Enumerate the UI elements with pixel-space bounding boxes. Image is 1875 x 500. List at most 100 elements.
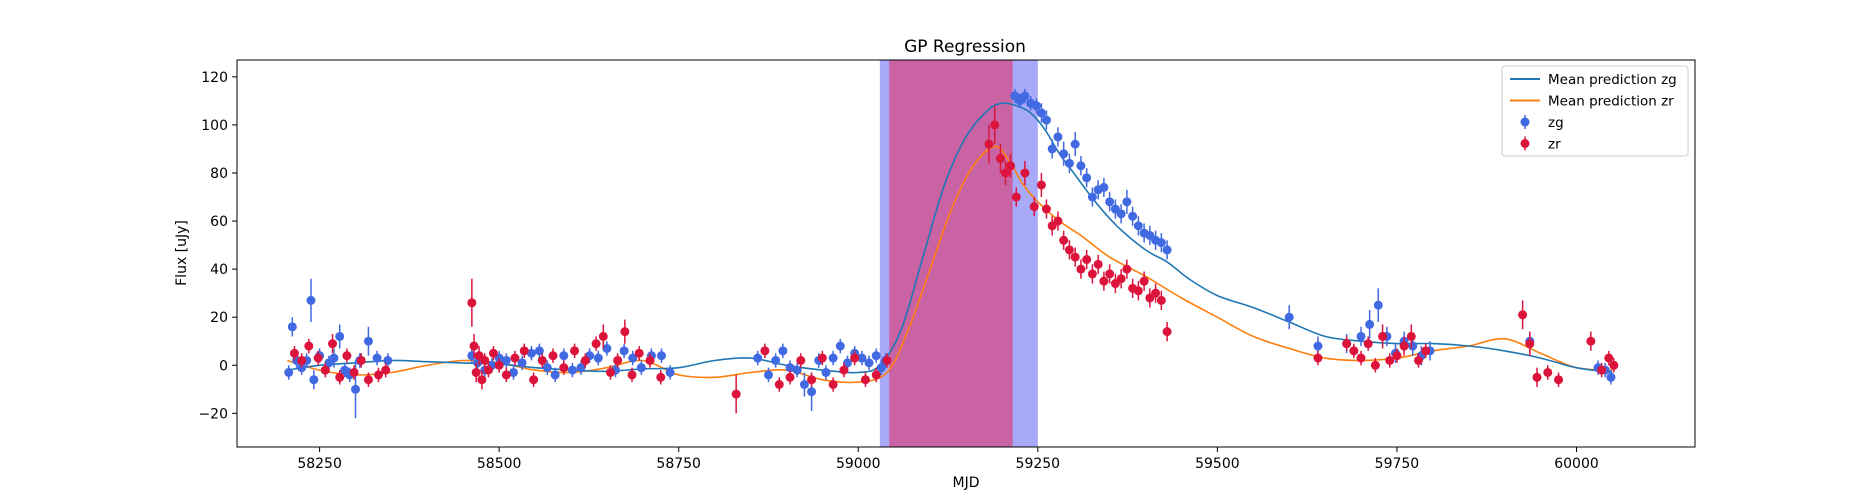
zr-point	[828, 380, 838, 390]
x-tick-label: 58750	[656, 456, 701, 472]
zr-point	[471, 367, 481, 377]
zg-point	[1099, 182, 1109, 192]
legend-item-mean-prediction-zr: Mean prediction zr	[1510, 94, 1674, 110]
x-tick-label: 60000	[1554, 456, 1599, 472]
zg-point	[372, 353, 382, 363]
zr-point	[1597, 365, 1607, 375]
zr-point	[570, 346, 580, 356]
x-tick-label: 59000	[836, 456, 881, 472]
zr-point	[1392, 351, 1402, 361]
zg-point	[287, 322, 297, 332]
zr-point	[591, 339, 601, 349]
zg-point	[876, 363, 886, 373]
zr-point	[1609, 360, 1619, 370]
y-axis-ticks: −20 0 20 40 60 80 100 120	[198, 70, 237, 422]
zr-point	[774, 380, 784, 390]
zr-point	[477, 375, 487, 385]
zg-point	[1116, 209, 1126, 219]
zr-point	[860, 375, 870, 385]
zg-point	[329, 353, 339, 363]
zg-point	[550, 370, 560, 380]
zr-point	[342, 351, 352, 361]
zr-point	[1554, 375, 1564, 385]
zg-point	[1606, 372, 1616, 382]
zr-point	[1006, 161, 1016, 171]
zr-point	[882, 355, 892, 365]
zg-point	[636, 363, 646, 373]
plot-area-frame	[236, 59, 1696, 448]
legend-label: Mean prediction zr	[1548, 94, 1674, 110]
zr-point	[839, 365, 849, 375]
zr-point	[548, 351, 558, 361]
zr-point	[807, 375, 817, 385]
zr-point	[356, 355, 366, 365]
zr-point	[289, 348, 299, 358]
zg-point	[309, 375, 319, 385]
y-tick-label: 20	[210, 310, 228, 326]
zr-point	[1133, 286, 1143, 296]
zr-point	[488, 348, 498, 358]
zg-point	[517, 358, 527, 368]
legend-label: Mean prediction zg	[1548, 72, 1677, 88]
zg-point	[857, 353, 867, 363]
zr-point	[1349, 346, 1359, 356]
zr-point	[1064, 245, 1074, 255]
zr-point	[1370, 360, 1380, 370]
zg-point	[1082, 173, 1092, 183]
zr-point	[335, 372, 345, 382]
zg-point	[1408, 341, 1418, 351]
zg-point	[284, 367, 294, 377]
zr-point	[1053, 216, 1063, 226]
data-points	[284, 88, 1619, 419]
y-tick-label: 80	[210, 166, 228, 182]
zr-point	[605, 367, 615, 377]
shaded-regions	[879, 60, 1038, 447]
legend-label: zg	[1548, 115, 1564, 131]
zg-point	[602, 343, 612, 353]
zr-point	[1076, 264, 1086, 274]
zr-point	[313, 353, 323, 363]
zr-point	[990, 120, 1000, 130]
zr-point	[1363, 339, 1373, 349]
zr-point	[1099, 276, 1109, 286]
zr-point	[1093, 259, 1103, 269]
zr-point	[850, 353, 860, 363]
zg-point	[1047, 144, 1057, 154]
zg-point	[526, 348, 536, 358]
zr-point	[1413, 355, 1423, 365]
legend-item-zg: zg	[1520, 115, 1564, 131]
zg-point	[842, 358, 852, 368]
zr-point	[1162, 327, 1172, 337]
zg-point	[1070, 139, 1080, 149]
legend: Mean prediction zg Mean prediction zr zg zr	[1501, 65, 1689, 157]
zr-point	[349, 367, 359, 377]
x-axis-ticks: 58250 58500 58750 59000 59250 59500 59750 60000	[297, 447, 1599, 472]
y-tick-label: −20	[198, 406, 228, 422]
zr-point	[501, 370, 511, 380]
zg-point	[1059, 149, 1069, 159]
zr-point	[537, 355, 547, 365]
zg-point	[753, 353, 763, 363]
zr-point	[529, 375, 539, 385]
zr-point	[297, 355, 307, 365]
zr-point	[1604, 353, 1614, 363]
zr-point	[1518, 310, 1528, 320]
zr-point	[1156, 295, 1166, 305]
zr-point	[1041, 204, 1051, 214]
zr-point	[1586, 336, 1596, 346]
zr-point	[1139, 276, 1149, 286]
zg-point	[1128, 211, 1138, 221]
zg-point	[351, 384, 361, 394]
zg-point	[1122, 197, 1132, 207]
zr-point	[1087, 269, 1097, 279]
zr-point	[519, 346, 529, 356]
zr-point	[320, 365, 330, 375]
zr-point	[480, 355, 490, 365]
zr-point	[760, 346, 770, 356]
zg-point	[821, 367, 831, 377]
zg-point	[473, 358, 483, 368]
zr-point	[1313, 353, 1323, 363]
zr-point	[598, 331, 608, 341]
zr-point	[1122, 264, 1132, 274]
zg-point	[785, 363, 795, 373]
